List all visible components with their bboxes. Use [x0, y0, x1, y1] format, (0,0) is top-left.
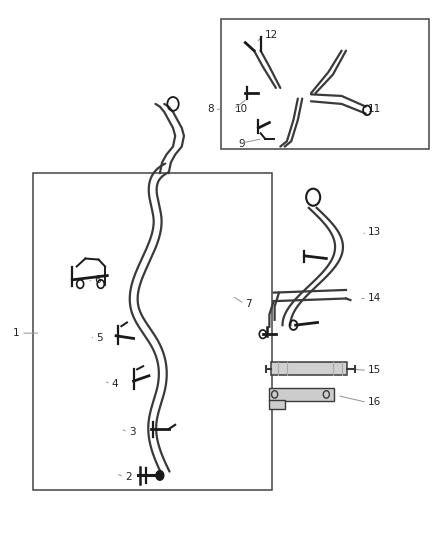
Text: 10: 10 [234, 104, 247, 114]
Bar [271, 362, 347, 375]
Text: 11: 11 [368, 104, 381, 114]
Text: 16: 16 [368, 398, 381, 407]
Text: 8: 8 [207, 104, 214, 114]
Text: 5: 5 [96, 334, 103, 343]
Text: 15: 15 [368, 366, 381, 375]
Text: 1: 1 [13, 328, 20, 338]
Text: 4: 4 [112, 379, 118, 389]
Circle shape [156, 471, 164, 480]
Bar [221, 19, 429, 149]
Bar [269, 388, 334, 401]
Text: 14: 14 [368, 294, 381, 303]
Bar [269, 400, 285, 409]
Text: 2: 2 [125, 472, 131, 482]
Text: 6: 6 [94, 275, 101, 285]
Text: 12: 12 [265, 30, 278, 39]
Text: 13: 13 [368, 227, 381, 237]
Bar [33, 173, 272, 490]
Text: 3: 3 [129, 427, 136, 437]
Text: 9: 9 [239, 139, 245, 149]
Text: 7: 7 [245, 299, 252, 309]
